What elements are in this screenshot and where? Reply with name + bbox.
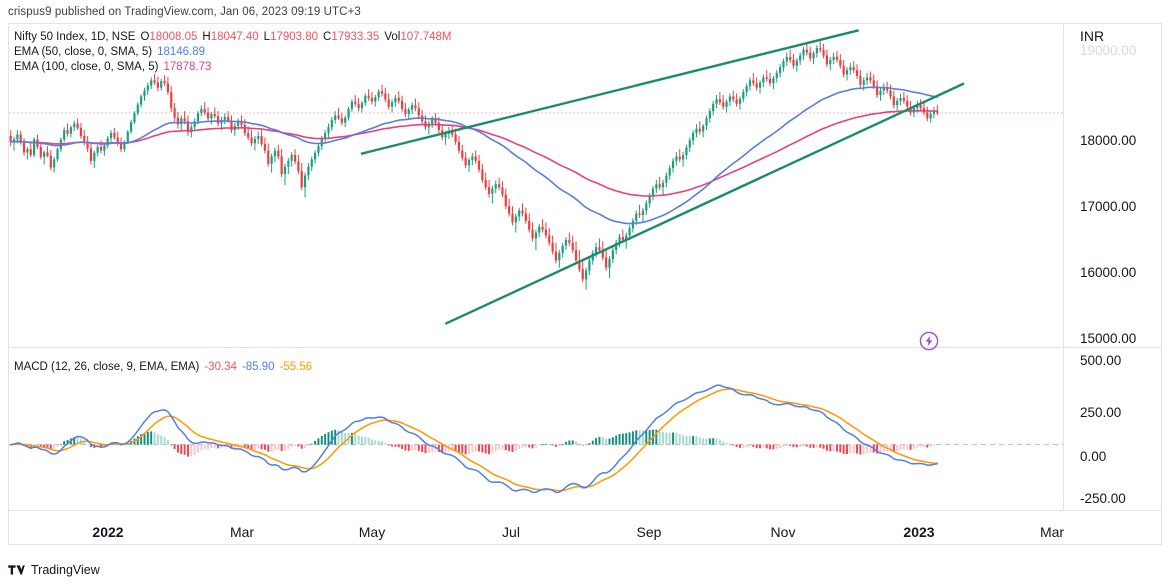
time-axis[interactable]: 2022 Mar May Jul Sep Nov 2023 Mar bbox=[8, 511, 1065, 545]
time-tick-2022: 2022 bbox=[92, 524, 124, 540]
lightning-bolt-icon[interactable] bbox=[919, 331, 939, 351]
ema50-value: 18146.89 bbox=[157, 46, 206, 58]
low-value: 17903.80 bbox=[270, 31, 319, 43]
volume-label: Vol bbox=[384, 31, 401, 43]
time-tick-jul: Jul bbox=[502, 524, 520, 540]
time-tick-mar-1: Mar bbox=[229, 524, 255, 540]
ema100-label: EMA (100, close, 0, SMA, 5) bbox=[14, 61, 159, 73]
currency-label: INR bbox=[1080, 28, 1105, 44]
time-tick-may: May bbox=[358, 524, 386, 540]
macd-line-value: -85.90 bbox=[241, 361, 275, 373]
volume-value: 107.748M bbox=[400, 31, 452, 43]
ema100-value: 17878.73 bbox=[163, 61, 212, 73]
price-tick-17000: 17000.00 bbox=[1080, 199, 1137, 214]
high-label: H bbox=[202, 31, 211, 43]
macd-tick-500: 500.00 bbox=[1080, 353, 1122, 368]
close-label: C bbox=[323, 31, 332, 43]
tradingview-logo-icon bbox=[8, 565, 25, 575]
price-axis[interactable]: INR 19000.00 18000.00 17000.00 16000.00 … bbox=[1072, 23, 1164, 510]
price-tick-18000: 18000.00 bbox=[1080, 133, 1137, 148]
attribution-text: crispus9 published on TradingView.com, J… bbox=[8, 6, 361, 18]
high-value: 18047.40 bbox=[210, 31, 259, 43]
ema50-legend-row[interactable]: EMA (50, close, 0, SMA, 5) 18146.89 bbox=[14, 45, 451, 60]
open-value: 18008.05 bbox=[149, 31, 198, 43]
time-tick-2023: 2023 bbox=[903, 524, 935, 540]
macd-tick-neg250: -250.00 bbox=[1080, 491, 1126, 506]
pane-divider bbox=[8, 347, 1162, 348]
symbol-label: Nifty 50 Index, 1D, NSE bbox=[14, 31, 136, 43]
ema50-label: EMA (50, close, 0, SMA, 5) bbox=[14, 46, 153, 58]
price-tick-15000: 15000.00 bbox=[1080, 331, 1137, 346]
macd-histogram-value: -30.34 bbox=[204, 361, 237, 373]
symbol-legend-row[interactable]: Nifty 50 Index, 1D, NSE O18008.05 H18047.4… bbox=[14, 30, 451, 45]
time-tick-sep: Sep bbox=[636, 524, 662, 540]
tradingview-brand-label: TradingView bbox=[31, 563, 100, 577]
time-tick-nov: Nov bbox=[770, 524, 796, 540]
close-value: 17933.35 bbox=[331, 31, 380, 43]
low-label: L bbox=[263, 31, 271, 43]
time-tick-mar-2: Mar bbox=[1039, 524, 1065, 540]
time-axis-divider bbox=[8, 510, 1162, 511]
macd-label: MACD (12, 26, close, 9, EMA, EMA) bbox=[14, 361, 200, 373]
macd-signal-value: -55.56 bbox=[279, 361, 313, 373]
footer: TradingView bbox=[8, 563, 100, 577]
ema100-legend-row[interactable]: EMA (100, close, 0, SMA, 5) 17878.73 bbox=[14, 60, 451, 75]
macd-tick-0: 0.00 bbox=[1080, 449, 1107, 464]
macd-panel-canvas bbox=[9, 384, 1063, 494]
price-axis-separator bbox=[1063, 23, 1064, 510]
open-label: O bbox=[140, 31, 150, 43]
macd-tick-250: 250.00 bbox=[1080, 405, 1122, 420]
macd-legend[interactable]: MACD (12, 26, close, 9, EMA, EMA) -30.34-… bbox=[14, 360, 312, 375]
price-tick-16000: 16000.00 bbox=[1080, 265, 1137, 280]
price-legend: Nifty 50 Index, 1D, NSE O18008.05 H18047.4… bbox=[14, 30, 451, 75]
price-tick-19000: 19000.00 bbox=[1080, 43, 1137, 58]
price-panel-canvas bbox=[9, 29, 1063, 325]
